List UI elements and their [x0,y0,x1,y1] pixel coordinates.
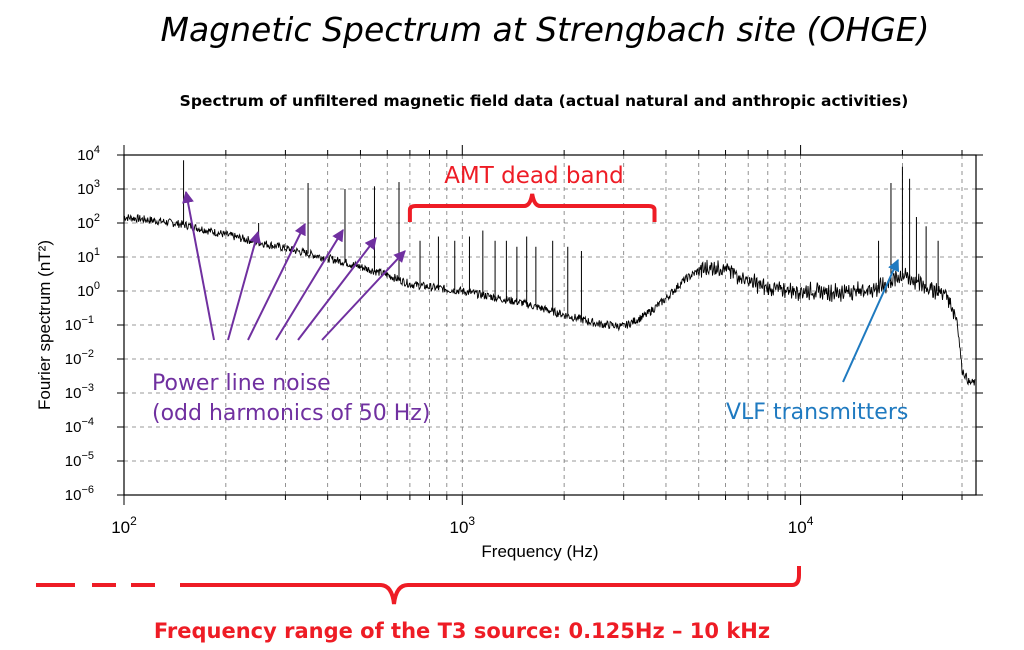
t3-range-bracket [36,566,801,605]
y-tick-label: 103 [77,178,100,198]
grid-lines [124,155,976,495]
y-tick-label: 10−1 [65,314,94,334]
y-tick-label: 10−6 [65,484,94,504]
power-line-arrows [182,190,406,341]
x-tick-label: 104 [788,514,814,537]
power-line-arrow [247,222,306,341]
axis-ticks [117,145,983,505]
vlf-arrow [842,258,900,383]
y-tick-label: 101 [77,246,100,266]
y-tick-label: 104 [77,144,100,164]
x-tick-label: 103 [449,514,475,537]
amt-dead-band-label: AMT dead band [444,163,624,189]
vlf-label: VLF transmitters [726,400,908,425]
x-axis-label: Frequency (Hz) [481,542,598,561]
power-line-arrow [227,230,261,341]
power-line-label: Power line noise [152,371,331,396]
power-line-arrow [321,250,406,341]
x-tick-labels: 102 103 104 [111,514,814,537]
y-tick-label: 10−2 [65,348,94,368]
y-tick-label: 10−3 [65,382,94,402]
plot-frame [123,154,977,496]
page-title: Magnetic Spectrum at Strengbach site (OH… [160,10,930,49]
y-tick-label: 10−5 [65,450,94,470]
t3-range-label: Frequency range of the T3 source: 0.125H… [154,619,770,643]
y-tick-labels: 104 103 102 101 100 10−1 10−2 10−3 10−4 10−5 10−6 [65,144,100,504]
y-tick-label: 102 [77,212,100,232]
t3-bracket-line [180,566,801,605]
chart-subtitle: Spectrum of unfiltered magnetic field da… [179,92,909,110]
power-line-arrow [275,228,344,341]
y-tick-label: 10−4 [65,416,94,436]
x-tick-label: 102 [111,514,137,537]
power-line-arrow [297,237,377,341]
amt-dead-band-bracket [407,193,657,222]
y-tick-label: 100 [77,280,100,300]
spectrum-series-line [123,214,976,386]
y-axis-label: Fourier spectrum (nT²) [35,240,54,410]
power-line-sublabel: (odd harmonics of 50 Hz) [152,401,430,426]
power-line-arrow [182,190,215,341]
